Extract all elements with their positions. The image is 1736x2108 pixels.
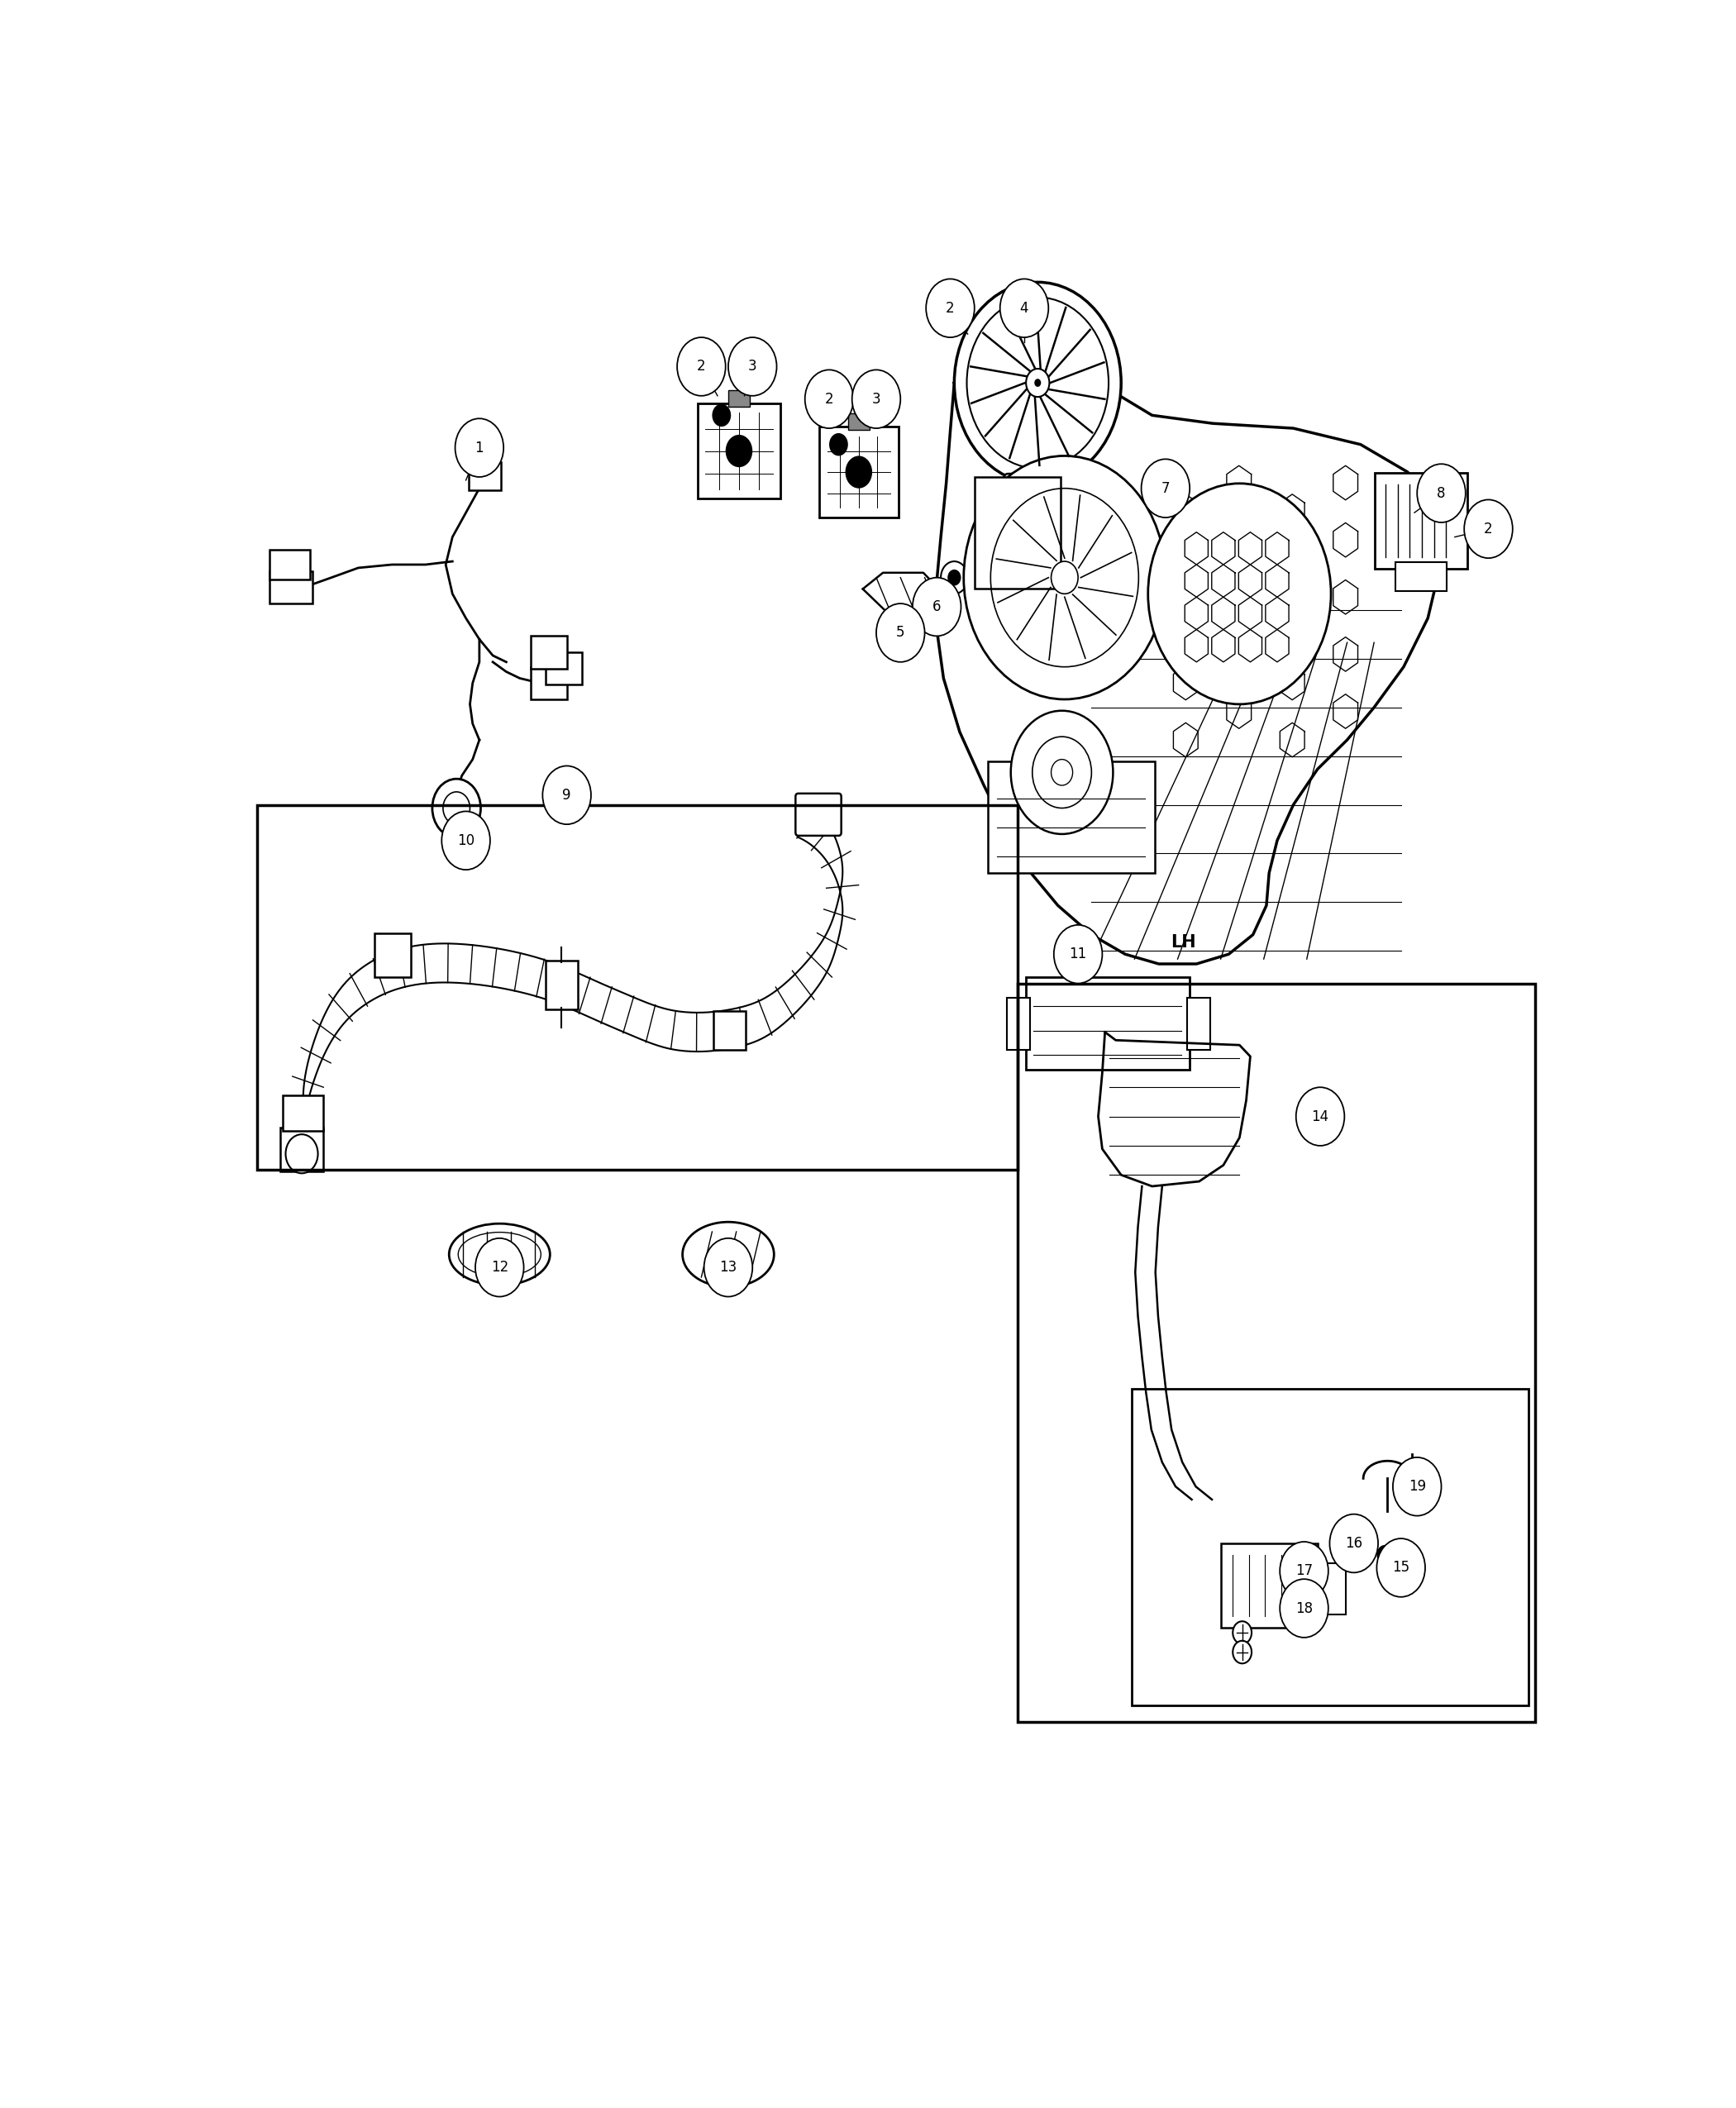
Polygon shape <box>863 573 944 616</box>
Circle shape <box>1233 1621 1252 1644</box>
Circle shape <box>729 337 776 396</box>
FancyBboxPatch shape <box>974 476 1061 588</box>
Circle shape <box>1035 379 1042 388</box>
Circle shape <box>1330 1514 1378 1573</box>
Text: 7: 7 <box>1161 481 1170 495</box>
FancyBboxPatch shape <box>1026 976 1189 1069</box>
Text: 2: 2 <box>946 301 955 316</box>
FancyBboxPatch shape <box>988 761 1154 873</box>
FancyBboxPatch shape <box>819 426 899 519</box>
Text: 11: 11 <box>1069 946 1087 961</box>
Circle shape <box>712 405 731 426</box>
FancyBboxPatch shape <box>375 934 411 976</box>
Text: 1: 1 <box>476 441 484 455</box>
Circle shape <box>1052 759 1073 786</box>
FancyBboxPatch shape <box>1003 474 1071 529</box>
Text: 10: 10 <box>457 833 474 847</box>
FancyBboxPatch shape <box>1220 1543 1318 1627</box>
Text: 15: 15 <box>1392 1560 1410 1575</box>
Polygon shape <box>937 354 1441 963</box>
Circle shape <box>830 432 847 455</box>
Text: 13: 13 <box>719 1261 738 1275</box>
Circle shape <box>726 434 752 468</box>
Circle shape <box>941 561 967 594</box>
Circle shape <box>1279 1579 1328 1638</box>
Text: 3: 3 <box>748 358 757 373</box>
Text: 19: 19 <box>1408 1480 1425 1495</box>
Circle shape <box>705 1237 752 1296</box>
FancyBboxPatch shape <box>531 666 568 700</box>
Circle shape <box>441 812 490 871</box>
Circle shape <box>1392 1457 1441 1516</box>
Circle shape <box>948 569 962 586</box>
FancyBboxPatch shape <box>1316 1562 1345 1615</box>
Circle shape <box>806 369 854 428</box>
Ellipse shape <box>450 1223 550 1286</box>
FancyBboxPatch shape <box>729 390 750 407</box>
Text: 12: 12 <box>491 1261 509 1275</box>
FancyBboxPatch shape <box>283 1096 323 1132</box>
FancyBboxPatch shape <box>269 571 312 603</box>
Text: 9: 9 <box>562 788 571 803</box>
Circle shape <box>286 1134 318 1174</box>
Circle shape <box>476 1237 524 1296</box>
Circle shape <box>1026 369 1049 396</box>
Circle shape <box>1000 278 1049 337</box>
FancyBboxPatch shape <box>713 1012 746 1050</box>
Circle shape <box>845 455 871 489</box>
FancyBboxPatch shape <box>698 403 781 500</box>
Circle shape <box>877 603 925 662</box>
Circle shape <box>1463 500 1512 559</box>
Text: 2: 2 <box>696 358 707 373</box>
Text: LH: LH <box>1170 934 1196 951</box>
Circle shape <box>543 765 590 824</box>
Circle shape <box>432 778 481 837</box>
Circle shape <box>677 337 726 396</box>
Circle shape <box>963 455 1165 700</box>
FancyBboxPatch shape <box>1187 997 1210 1050</box>
Text: 2: 2 <box>825 392 833 407</box>
Circle shape <box>1141 460 1189 519</box>
Circle shape <box>925 278 974 337</box>
Text: 4: 4 <box>1021 301 1028 316</box>
Text: 2: 2 <box>1484 521 1493 535</box>
Text: 5: 5 <box>896 626 904 641</box>
Text: 18: 18 <box>1295 1600 1312 1615</box>
FancyBboxPatch shape <box>847 413 870 430</box>
FancyBboxPatch shape <box>279 1128 323 1172</box>
Text: 3: 3 <box>871 392 880 407</box>
Circle shape <box>1279 1541 1328 1600</box>
Circle shape <box>1010 710 1113 835</box>
Polygon shape <box>1099 1033 1250 1187</box>
Circle shape <box>455 419 503 476</box>
Text: 8: 8 <box>1437 485 1446 500</box>
Text: 16: 16 <box>1345 1537 1363 1551</box>
Circle shape <box>1377 1539 1425 1598</box>
FancyBboxPatch shape <box>545 961 578 1010</box>
Circle shape <box>1147 483 1332 704</box>
Circle shape <box>1233 1640 1252 1663</box>
Circle shape <box>1377 1545 1392 1564</box>
Text: 14: 14 <box>1311 1109 1330 1124</box>
Circle shape <box>852 369 901 428</box>
Circle shape <box>955 282 1121 483</box>
Circle shape <box>1050 561 1078 594</box>
Circle shape <box>913 578 962 637</box>
Text: 6: 6 <box>932 599 941 613</box>
FancyBboxPatch shape <box>545 651 582 685</box>
Ellipse shape <box>682 1223 774 1286</box>
FancyBboxPatch shape <box>469 462 502 489</box>
Circle shape <box>1054 925 1102 984</box>
FancyBboxPatch shape <box>531 637 568 668</box>
FancyBboxPatch shape <box>1007 997 1029 1050</box>
FancyBboxPatch shape <box>1375 472 1467 569</box>
Circle shape <box>1417 464 1465 523</box>
FancyBboxPatch shape <box>1396 563 1446 592</box>
Circle shape <box>1297 1088 1344 1147</box>
FancyBboxPatch shape <box>795 793 842 835</box>
FancyBboxPatch shape <box>269 550 309 580</box>
Text: 17: 17 <box>1295 1564 1312 1579</box>
